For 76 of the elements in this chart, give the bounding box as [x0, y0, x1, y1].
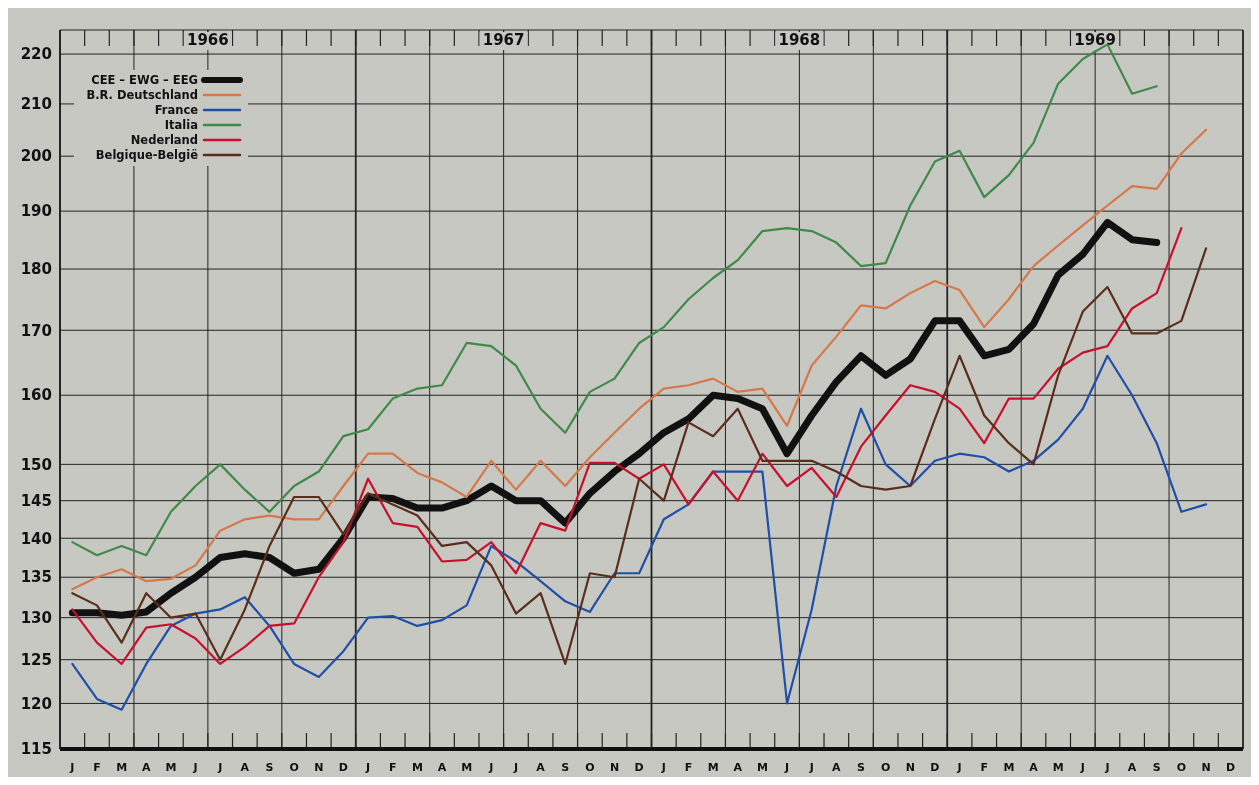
y-tick-label: 125 [20, 650, 52, 669]
x-tick-label: N [314, 761, 324, 774]
x-tick-label: M [411, 761, 423, 774]
x-tick-label: J [784, 761, 790, 774]
legend-label: France [154, 103, 199, 118]
annotation: 1966 [187, 31, 229, 49]
x-tick-label: M [165, 761, 177, 774]
x-tick-label: F [388, 761, 397, 774]
x-tick-label: J [956, 761, 962, 774]
x-tick-label: A [437, 761, 447, 774]
x-tick-label: J [512, 761, 518, 774]
y-tick-label: 160 [20, 386, 52, 405]
x-tick-label: A [142, 761, 151, 774]
x-tick-label: M [116, 761, 128, 774]
x-tick-label: A [1029, 761, 1039, 774]
annotation: 1969 [1074, 31, 1116, 49]
x-tick-label: D [338, 761, 348, 774]
x-tick-label: A [832, 761, 842, 774]
line-series [71, 128, 1208, 591]
y-tick-label: 140 [20, 529, 52, 548]
x-tick-label: S [561, 761, 570, 774]
x-tick-label: D [930, 761, 940, 774]
annotation: 1968 [778, 31, 821, 49]
x-tick-label: J [217, 761, 223, 774]
legend-label: Belgique-België [95, 148, 199, 163]
x-tick-label: O [585, 761, 595, 774]
x-tick-label: N [905, 761, 915, 774]
y-tick-label: 115 [20, 740, 52, 759]
x-tick-label: D [1226, 761, 1236, 774]
y-tick-label: 190 [20, 202, 52, 221]
x-tick-label: S [857, 761, 866, 774]
x-tick-label: S [265, 761, 274, 774]
x-tick-label: J [660, 761, 666, 774]
y-tick-label: 220 [20, 45, 52, 64]
x-tick-label: D [634, 761, 644, 774]
x-tick-label: J [1104, 761, 1110, 774]
x-tick-label: J [365, 761, 371, 774]
x-tick-label: J [808, 761, 814, 774]
x-tick-label: J [488, 761, 494, 774]
x-tick-label: J [1079, 761, 1085, 774]
x-tick-label: F [980, 761, 988, 774]
x-tick-label: A [536, 761, 546, 774]
y-tick-label: 180 [20, 260, 52, 279]
x-tick-label: M [1003, 761, 1015, 774]
y-tick-label: 210 [20, 95, 52, 114]
x-tick-label: J [69, 761, 75, 774]
legend-label: Italia [164, 118, 198, 133]
x-tick-label: J [192, 761, 198, 774]
y-tick-label: 135 [20, 568, 52, 587]
y-tick-label: 145 [20, 491, 52, 510]
x-tick-label: A [240, 761, 250, 774]
x-tick-label: A [733, 761, 743, 774]
x-tick-label: A [1127, 761, 1137, 774]
y-tick-label: 170 [20, 321, 52, 340]
x-tick-label: N [609, 761, 620, 774]
legend-label: Nederland [130, 133, 198, 148]
x-tick-label: M [707, 761, 719, 774]
x-tick-label: F [684, 761, 693, 774]
x-tick-label: M [756, 761, 768, 774]
x-tick-label: F [93, 761, 101, 774]
line-series [71, 43, 1158, 557]
y-tick-label: 150 [20, 455, 52, 474]
x-tick-label: O [880, 761, 891, 774]
line-series [71, 354, 1208, 711]
y-tick-label: 130 [20, 608, 52, 627]
legend-label: CEE – EWG – EEG [91, 73, 198, 88]
x-tick-label: S [1152, 761, 1161, 774]
x-tick-label: M [1052, 761, 1064, 774]
y-tick-label: 200 [20, 147, 52, 166]
x-tick-label: N [1201, 761, 1211, 774]
y-tick-label: 120 [20, 694, 52, 713]
x-tick-label: M [461, 761, 473, 774]
x-tick-label: O [1176, 761, 1187, 774]
x-tick-label: O [289, 761, 299, 774]
legend-label: B.R. Deutschland [86, 88, 198, 103]
annotation: 1967 [482, 31, 525, 49]
